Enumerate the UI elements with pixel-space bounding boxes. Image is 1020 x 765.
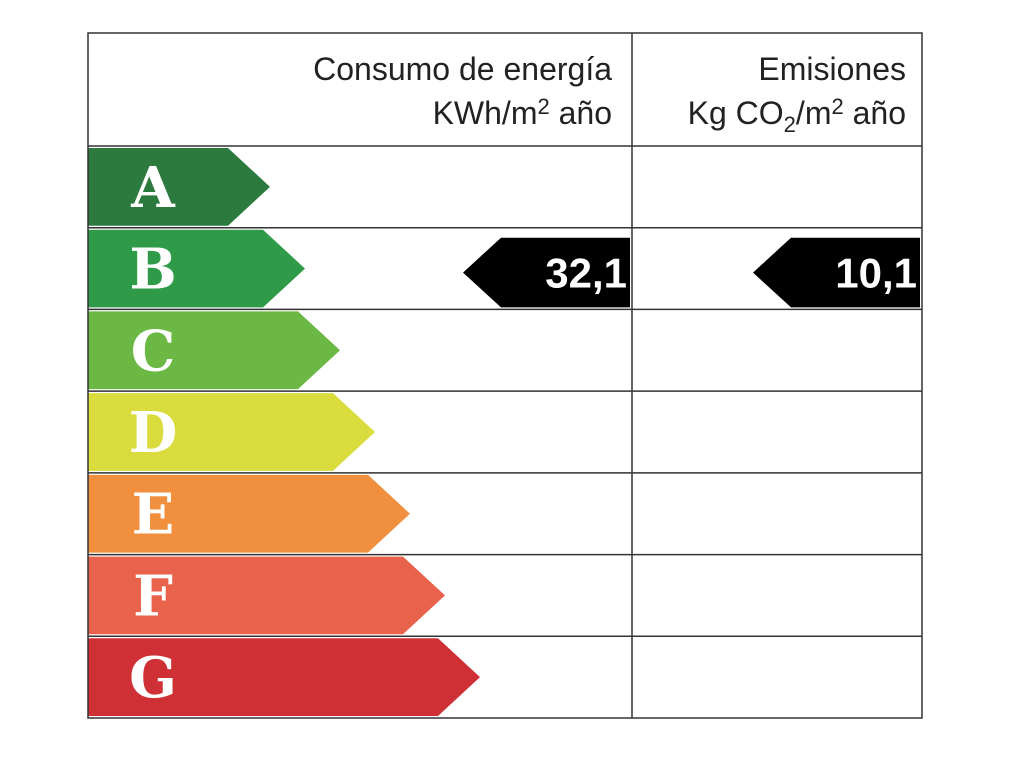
rating-letter: D [129,400,178,466]
unit-part: KWh/m [433,95,538,131]
rating-arrow [88,393,375,471]
rating-letter: C [131,318,176,384]
unit-part: /m [796,95,832,131]
unit-superscript: 2 [831,94,843,119]
unit-part: Kg CO [688,95,784,131]
emissions-title: Emisiones [758,51,906,87]
rating-letter: A [130,155,176,221]
energy-indicator [463,237,630,308]
rating-letter: B [129,237,176,303]
energy-title: Consumo de energía [313,51,612,87]
rating-letter: G [129,645,177,711]
table-frame [87,32,923,719]
emissions-value: 10,1 [835,250,917,297]
unit-superscript: 2 [537,94,549,119]
rating-arrow [88,474,410,553]
emissions-indicator [753,237,920,308]
rating-letter: F [133,563,173,629]
energy-unit: KWh/m2 año [433,94,612,131]
energy-value: 32,1 [545,250,627,297]
unit-subscript: 2 [784,112,796,137]
rating-arrow [88,229,305,308]
emissions-unit: Kg CO2/m2 año [688,94,906,137]
unit-part: año [550,95,612,131]
rating-arrow [88,311,340,390]
table-border [87,32,923,719]
rating-letter: E [132,482,175,548]
rating-arrow [88,638,480,716]
rating-arrow [88,148,270,226]
rating-arrow [88,556,445,635]
unit-part: año [844,95,906,131]
